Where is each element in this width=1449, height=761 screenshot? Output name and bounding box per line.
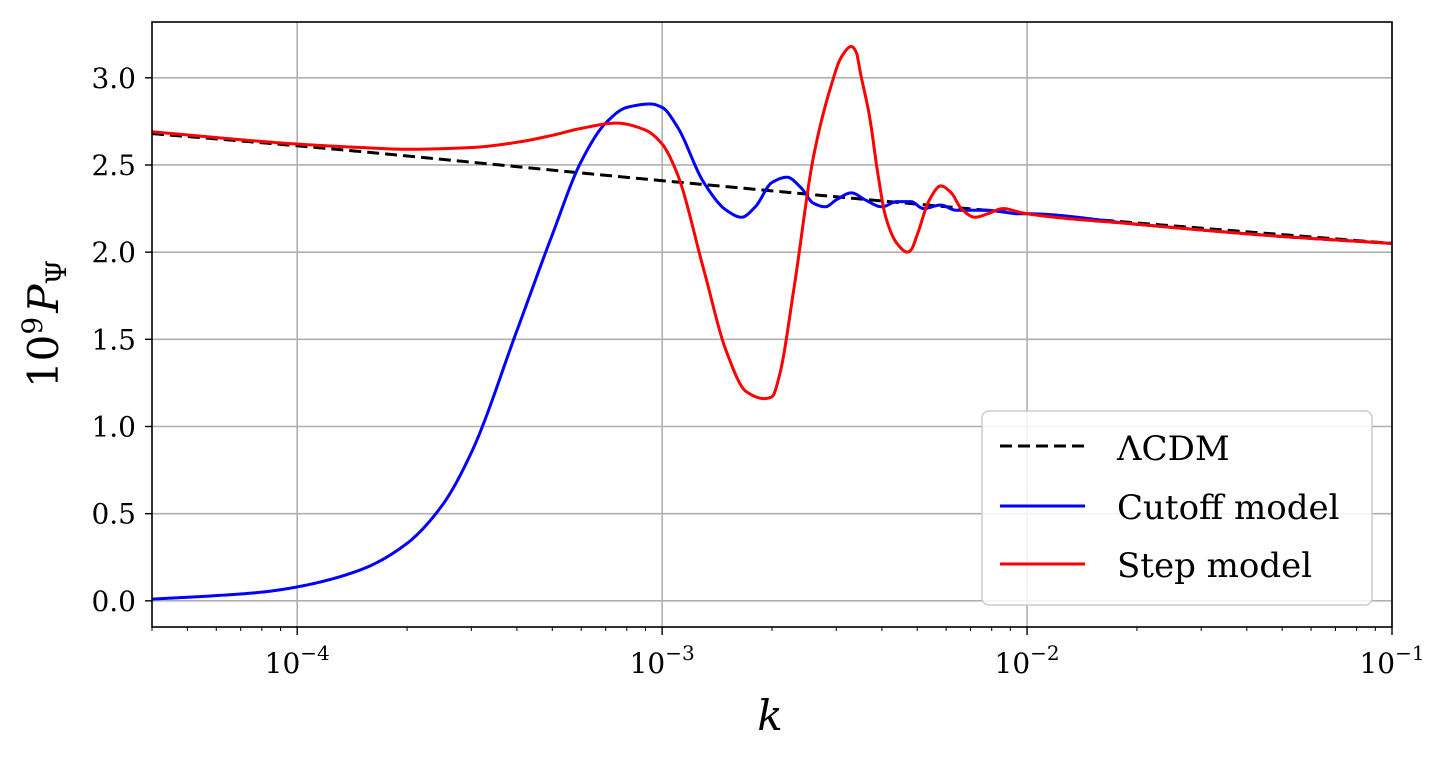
y-tick-label: 2.0 — [91, 236, 136, 269]
series-layer — [152, 44, 1392, 601]
x-tick-label: 10−3 — [630, 641, 695, 680]
legend-label-cutoff: Cutoff model — [1117, 488, 1339, 528]
x-tick-label: 10−1 — [1359, 641, 1424, 680]
legend-label-lcdm: ΛCDM — [1116, 429, 1230, 469]
y-tick-label: 1.5 — [91, 323, 136, 356]
y-tick-label: 0.5 — [91, 498, 136, 531]
y-axis-label: 109PΨ — [16, 260, 73, 388]
legend: ΛCDM Cutoff model Step model — [981, 410, 1373, 606]
x-tick-label: 10−4 — [265, 641, 330, 680]
y-axis: 0.0 0.5 1.0 1.5 2.0 2.5 3.0 — [91, 62, 152, 618]
x-axis: 10−4 10−3 10−2 10−1 — [265, 627, 1425, 680]
y-tick-label: 1.0 — [91, 410, 136, 443]
legend-box — [981, 410, 1373, 606]
legend-label-step: Step model — [1117, 546, 1312, 586]
x-tick-label: 10−2 — [995, 641, 1060, 680]
plot-frame — [151, 21, 1393, 628]
y-tick-label: 2.5 — [91, 149, 136, 182]
x-axis-label: k — [757, 691, 782, 740]
y-tick-label: 3.0 — [91, 62, 136, 95]
series-step-model — [152, 44, 1392, 401]
series-lcdm — [152, 132, 1392, 245]
y-tick-label: 0.0 — [91, 585, 136, 618]
